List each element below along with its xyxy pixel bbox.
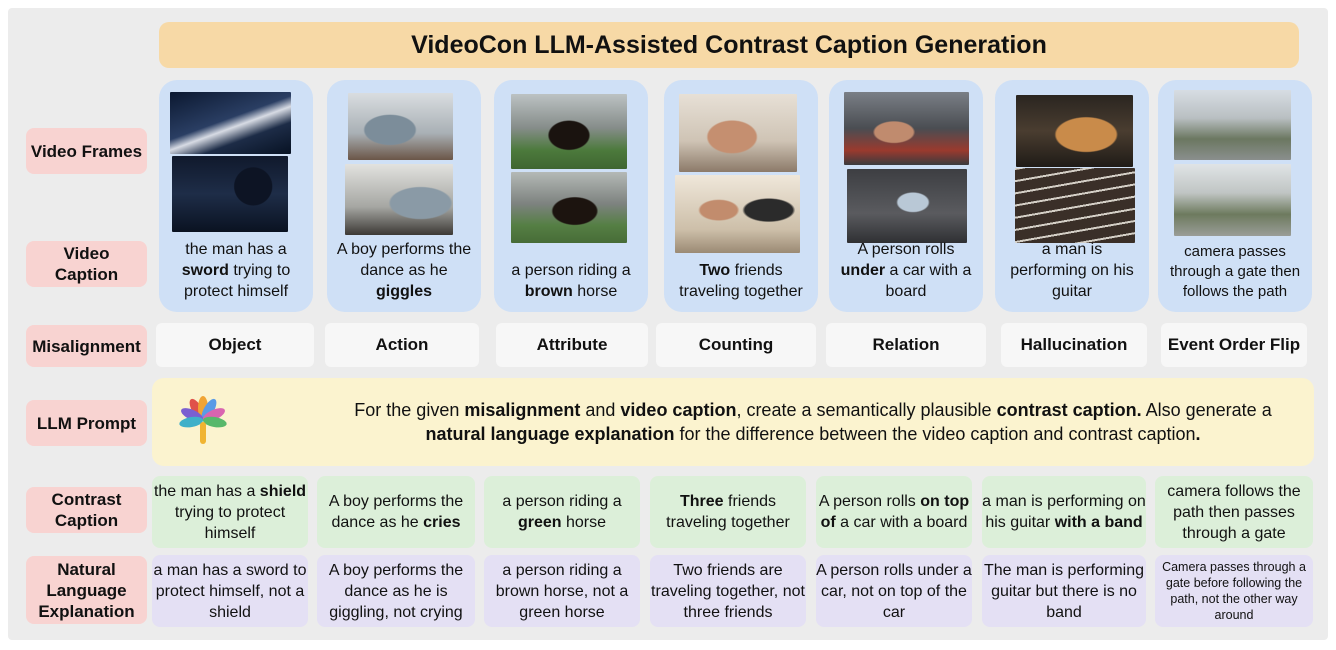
video-card-hallucination: a man is performing on his guitar (995, 80, 1149, 312)
video-frame-1 (844, 92, 969, 165)
llm-prompt-text: For the given misalignment and video cap… (354, 400, 1272, 444)
contrast-caption-relation: A person rolls on top of a car with a bo… (816, 476, 972, 548)
llm-prompt-box: For the given misalignment and video cap… (152, 378, 1314, 466)
misalignment-event-order-flip: Event Order Flip (1161, 323, 1307, 367)
explanation-hallucination: The man is performing guitar but there i… (982, 555, 1146, 627)
video-frame-1 (511, 94, 627, 169)
row-label-explanation: Natural Language Explanation (26, 556, 147, 624)
video-caption: A person rolls under a car with a board (840, 241, 972, 300)
llm-logo-icon (179, 396, 227, 444)
video-card-object: the man has a sword trying to protect hi… (159, 80, 313, 312)
row-label-video-frames: Video Frames (26, 128, 147, 174)
video-card-relation: A person rolls under a car with a board (829, 80, 983, 312)
misalignment-attribute: Attribute (496, 323, 648, 367)
explanation-action: A boy performs the dance as he is giggli… (317, 555, 475, 627)
video-caption: Two friends traveling together (679, 262, 803, 300)
figure-title: VideoCon LLM-Assisted Contrast Caption G… (159, 22, 1299, 68)
video-frame-1 (679, 94, 797, 172)
video-caption: a man is performing on his guitar (1010, 241, 1134, 300)
contrast-caption-action: A boy performs the dance as he cries (317, 476, 475, 548)
video-frame-1 (170, 92, 291, 154)
video-frame-1 (1174, 90, 1291, 160)
contrast-caption-event-order: camera follows the path then passes thro… (1155, 476, 1313, 548)
video-card-event-order: camera passes through a gate then follow… (1158, 80, 1312, 312)
video-frame-2 (345, 164, 453, 235)
explanation-attribute: a person riding a brown horse, not a gre… (484, 555, 640, 627)
video-frame-2 (511, 172, 627, 243)
explanation-relation: A person rolls under a car, not on top o… (816, 555, 972, 627)
contrast-caption-attribute: a person riding a green horse (484, 476, 640, 548)
row-label-misalignment: Misalignment (26, 325, 147, 367)
contrast-caption-object: the man has a shield trying to protect h… (152, 476, 308, 548)
video-frame-1 (348, 93, 453, 160)
video-caption: the man has a sword trying to protect hi… (181, 241, 291, 300)
video-caption: A boy performs the dance as he giggles (336, 241, 472, 300)
video-frame-2 (1015, 168, 1135, 243)
explanation-event-order: Camera passes through a gate before foll… (1155, 555, 1313, 627)
video-card-counting: Two friends traveling together (664, 80, 818, 312)
video-frame-2 (847, 169, 967, 243)
contrast-caption-counting: Three friends traveling together (650, 476, 806, 548)
video-card-attribute: a person riding a brown horse (494, 80, 648, 312)
misalignment-relation: Relation (826, 323, 986, 367)
explanation-object: a man has a sword to protect himself, no… (152, 555, 308, 627)
contrast-caption-hallucination: a man is performing on his guitar with a… (982, 476, 1146, 548)
row-label-contrast-caption: Contrast Caption (26, 487, 147, 533)
video-frame-1 (1016, 95, 1133, 167)
misalignment-action: Action (325, 323, 479, 367)
misalignment-hallucination: Hallucination (1001, 323, 1147, 367)
misalignment-object: Object (156, 323, 314, 367)
row-label-video-caption: Video Caption (26, 241, 147, 287)
video-card-action: A boy performs the dance as he giggles (327, 80, 481, 312)
video-caption: camera passes through a gate then follow… (1169, 243, 1301, 300)
explanation-counting: Two friends are traveling together, not … (650, 555, 806, 627)
video-frame-2 (1174, 164, 1291, 236)
video-frame-2 (172, 156, 288, 232)
video-caption: a person riding a brown horse (511, 262, 631, 300)
row-label-llm-prompt: LLM Prompt (26, 400, 147, 446)
video-frame-2 (675, 175, 800, 253)
misalignment-counting: Counting (656, 323, 816, 367)
